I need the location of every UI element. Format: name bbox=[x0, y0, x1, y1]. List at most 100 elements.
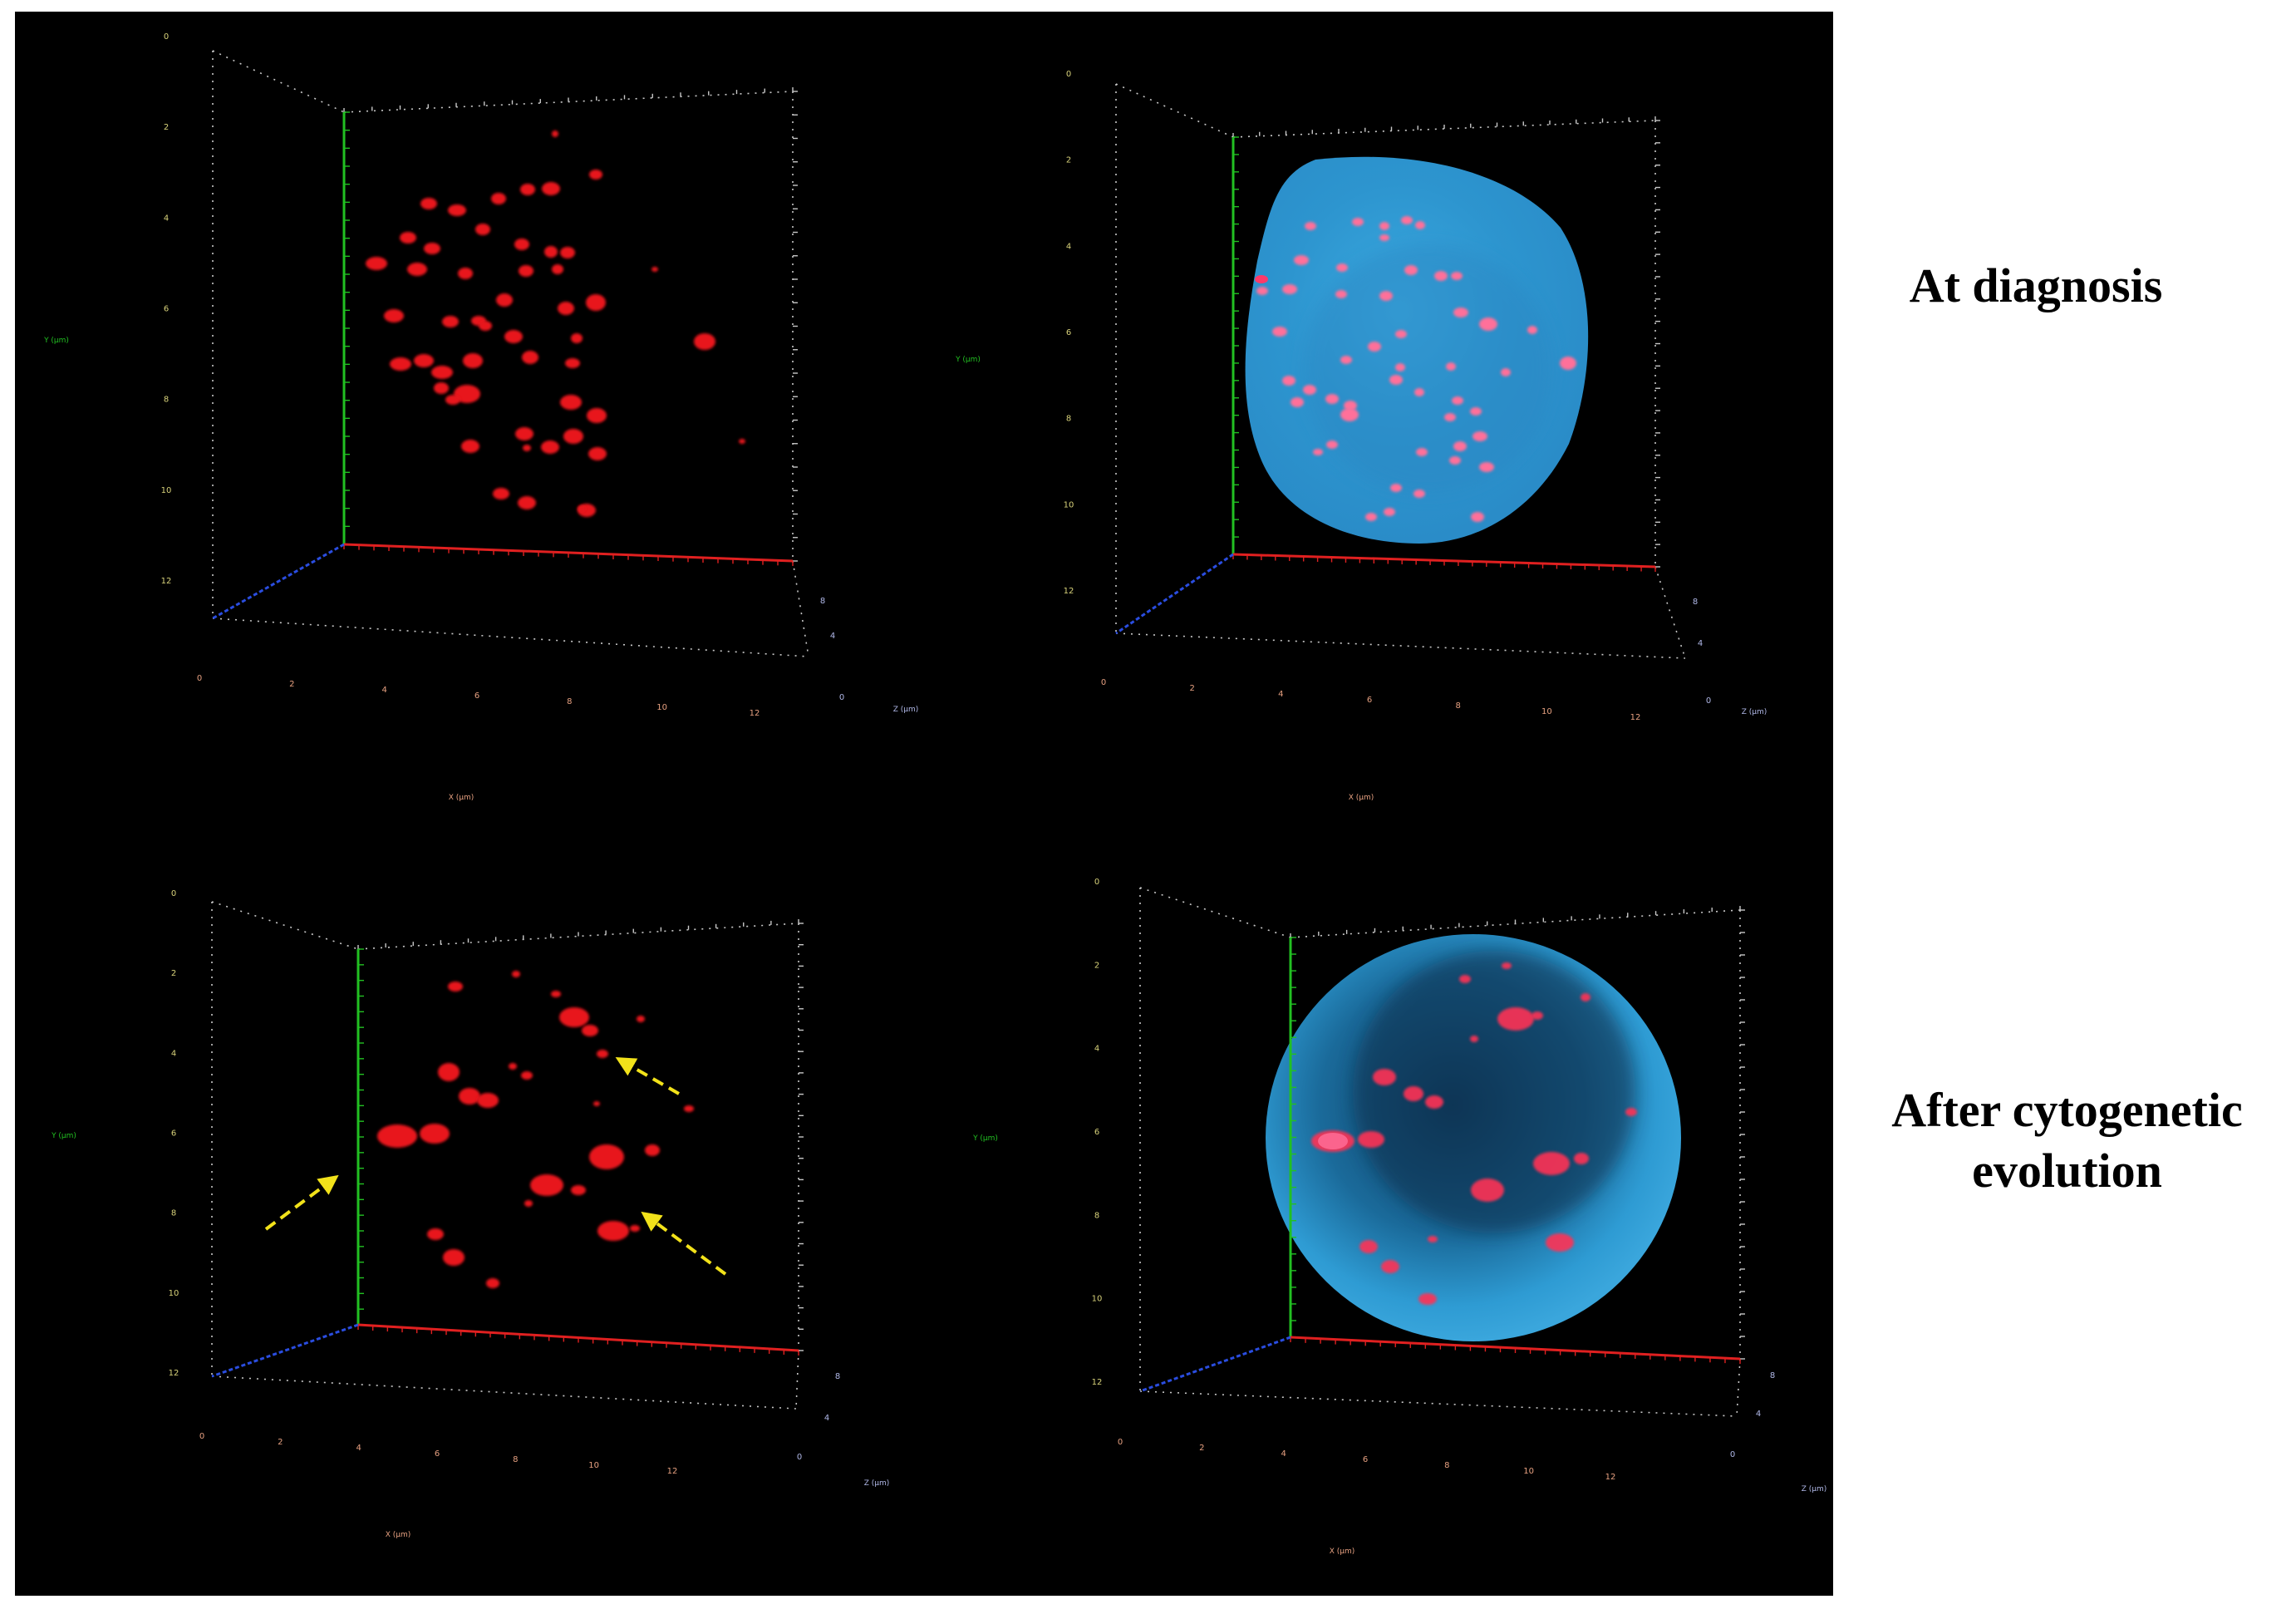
pink-signal-spot bbox=[1326, 440, 1338, 449]
red-signal-spot bbox=[1471, 1179, 1504, 1202]
z-axis-title: Z (µm) bbox=[1742, 708, 1767, 716]
x-tick-label: 0 bbox=[1118, 1438, 1123, 1447]
red-signal-spot bbox=[1425, 1095, 1443, 1109]
pink-signal-spot bbox=[1379, 222, 1389, 230]
red-signal-spot bbox=[630, 1225, 640, 1232]
x-tick-label: 0 bbox=[1101, 678, 1106, 687]
panel-top-right: 0 2 4 6 8 10 12 0 2 4 6 8 10 12 8 4 0 X (µm) Y (µm) Z (µm) bbox=[955, 70, 1767, 802]
red-signal-spot bbox=[414, 354, 434, 367]
panel-bottom-right: 0 2 4 6 8 10 12 0 2 4 6 8 10 12 8 4 0 X (µm) Y (µm) Z (µm) bbox=[972, 878, 1826, 1556]
red-signal-spot bbox=[739, 439, 745, 444]
red-signal-spot bbox=[448, 204, 466, 216]
pink-signal-spot bbox=[1282, 284, 1297, 294]
red-signal-spot bbox=[427, 1228, 444, 1240]
frame-edge bbox=[212, 618, 809, 657]
frame-edge bbox=[1654, 566, 1686, 659]
z-tick-label: 4 bbox=[824, 1414, 829, 1423]
y-axis-title: Y (µm) bbox=[972, 1134, 998, 1143]
x-tick-label: 0 bbox=[199, 1432, 204, 1441]
frame-edge bbox=[1115, 632, 1686, 659]
x-axis-title: X (µm) bbox=[1330, 1548, 1355, 1556]
x-tick-label: 0 bbox=[197, 674, 202, 683]
pink-signal-spot bbox=[1453, 441, 1467, 451]
y-tick-label: 10 bbox=[1092, 1295, 1103, 1304]
red-signal-spot bbox=[515, 427, 533, 440]
y-tick-label: 8 bbox=[171, 1209, 176, 1218]
pink-signal-spot bbox=[1294, 255, 1309, 265]
red-signal-spot bbox=[407, 263, 427, 276]
frame-edge bbox=[211, 1375, 797, 1410]
pink-signal-spot bbox=[1479, 317, 1497, 331]
red-signal-spot bbox=[589, 1144, 624, 1169]
red-signal-spot bbox=[461, 440, 479, 453]
red-signal-spot bbox=[384, 309, 404, 322]
pink-signal-spot bbox=[1291, 397, 1304, 407]
pink-signal-spot bbox=[1384, 508, 1395, 516]
y-tick-label: 2 bbox=[1066, 156, 1071, 165]
y-tick-label: 0 bbox=[1094, 878, 1099, 887]
pink-signal-spot bbox=[1305, 222, 1316, 230]
pink-signal-spot bbox=[1471, 512, 1484, 522]
red-signal-spot bbox=[593, 1101, 600, 1106]
pink-signal-spot bbox=[1303, 385, 1316, 395]
frame-edge bbox=[357, 923, 799, 950]
red-signal-spot bbox=[520, 184, 535, 195]
x-axis-title: X (µm) bbox=[386, 1531, 411, 1539]
red-signal-spot bbox=[587, 408, 607, 423]
red-signal-spot bbox=[491, 193, 506, 204]
red-signal-spot bbox=[1533, 1152, 1570, 1175]
frame-edge bbox=[792, 560, 809, 657]
z-axis-line bbox=[212, 543, 345, 620]
pink-signal-spot bbox=[1344, 401, 1357, 411]
red-signal-spot bbox=[522, 351, 538, 364]
pink-signal-spot bbox=[1318, 1133, 1348, 1149]
pink-signal-spot bbox=[1527, 326, 1537, 334]
pink-signal-spot bbox=[1340, 356, 1352, 364]
pink-signal-spot bbox=[1352, 218, 1364, 226]
z-tick-label: 4 bbox=[1756, 1410, 1761, 1419]
red-signal-spot bbox=[420, 198, 437, 209]
yellow-arrow bbox=[615, 1057, 680, 1095]
red-signal-spot bbox=[1581, 993, 1590, 1001]
pink-signal-spot bbox=[1395, 363, 1405, 372]
red-signal-spot bbox=[571, 1185, 586, 1195]
red-signal-spot bbox=[458, 268, 473, 279]
red-signal-spot bbox=[448, 982, 463, 992]
red-signal-spot bbox=[560, 395, 582, 410]
red-signal-spot bbox=[424, 243, 440, 254]
pink-signal-spot bbox=[1256, 287, 1268, 295]
red-signal-spot bbox=[1359, 1240, 1378, 1253]
red-signal-spot bbox=[514, 239, 529, 250]
z-axis-line bbox=[1115, 553, 1234, 635]
pink-signal-spot bbox=[1560, 357, 1576, 370]
red-signal-spot bbox=[366, 257, 387, 270]
red-signal-spot bbox=[542, 182, 560, 195]
red-signal-spot bbox=[377, 1124, 417, 1148]
red-signal-spot bbox=[541, 440, 559, 454]
red-signal-spot bbox=[1546, 1233, 1574, 1252]
frame-edge bbox=[211, 901, 359, 950]
y-tick-label: 8 bbox=[1066, 415, 1071, 424]
y-axis-title: Y (µm) bbox=[955, 356, 981, 364]
red-signal-spot bbox=[571, 333, 583, 343]
red-signal-spot bbox=[551, 991, 561, 997]
pink-signal-spot bbox=[1379, 234, 1389, 241]
red-signal-spot bbox=[558, 302, 574, 315]
red-signal-spot bbox=[651, 267, 658, 272]
red-signal-spot bbox=[475, 224, 490, 235]
red-signal-spot bbox=[645, 1144, 660, 1156]
pink-signal-spot bbox=[1452, 396, 1463, 405]
x-tick-label: 8 bbox=[1444, 1461, 1449, 1470]
y-tick-label: 4 bbox=[1066, 242, 1071, 251]
red-signal-spot bbox=[552, 130, 558, 137]
yellow-arrow bbox=[264, 1174, 339, 1231]
x-tick-label: 2 bbox=[289, 680, 294, 689]
pink-signal-spot bbox=[1379, 291, 1393, 301]
red-signal-spot bbox=[1358, 1131, 1384, 1148]
red-signal-spot bbox=[463, 353, 483, 368]
y-tick-label: 4 bbox=[171, 1049, 176, 1058]
red-signal-spot bbox=[518, 496, 536, 509]
x-tick-label: 12 bbox=[750, 709, 760, 718]
row-label-at-diagnosis: At diagnosis bbox=[1909, 258, 2163, 312]
